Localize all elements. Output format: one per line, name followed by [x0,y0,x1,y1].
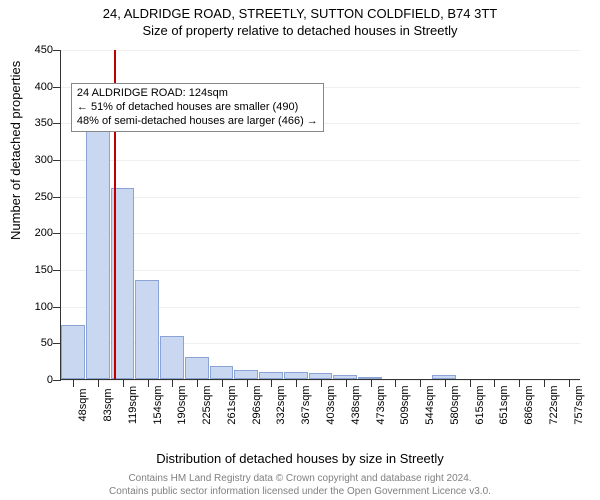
x-tick [395,379,396,387]
y-tick [53,197,61,198]
footer-attribution: Contains HM Land Registry data © Crown c… [0,473,600,498]
x-tick [321,379,322,387]
y-tick [53,270,61,271]
x-tick-label: 296sqm [251,385,263,424]
annotation-box: 24 ALDRIDGE ROAD: 124sqm← 51% of detache… [71,83,324,132]
footer-line-1: Contains HM Land Registry data © Crown c… [0,473,600,486]
x-tick-label: 403sqm [325,385,337,424]
x-tick-label: 615sqm [474,385,486,424]
histogram-bar [185,357,209,379]
x-tick [519,379,520,387]
x-tick [271,379,272,387]
x-tick-label: 154sqm [152,385,164,424]
y-tick [53,87,61,88]
y-tick [53,123,61,124]
y-tick [53,380,61,381]
footer-line-2: Contains public sector information licen… [0,486,600,499]
y-tick [53,307,61,308]
y-tick-label: 200 [19,227,53,239]
x-tick [172,379,173,387]
histogram-bar [61,325,85,379]
gridline [61,197,580,198]
annotation-line: ← 51% of detached houses are smaller (49… [77,101,318,115]
x-tick [470,379,471,387]
y-tick [53,343,61,344]
y-tick-label: 350 [19,117,53,129]
annotation-line: 48% of semi-detached houses are larger (… [77,115,318,129]
histogram-bar [259,372,283,379]
x-tick [569,379,570,387]
y-tick-label: 450 [19,44,53,56]
x-tick-label: 580sqm [449,385,461,424]
x-tick [371,379,372,387]
x-tick-label: 651sqm [498,385,510,424]
y-tick-label: 300 [19,154,53,166]
x-axis-label: Distribution of detached houses by size … [0,451,600,466]
x-tick [544,379,545,387]
x-tick [222,379,223,387]
histogram-bar [284,372,308,379]
histogram-bar [86,102,110,379]
x-tick-label: 473sqm [375,385,387,424]
x-tick-label: 722sqm [548,385,560,424]
y-tick-label: 400 [19,81,53,93]
x-tick [247,379,248,387]
plot-area: 05010015020025030035040045048sqm83sqm119… [60,50,580,380]
page-title: 24, ALDRIDGE ROAD, STREETLY, SUTTON COLD… [0,0,600,21]
y-tick [53,160,61,161]
x-tick [494,379,495,387]
x-tick [123,379,124,387]
x-tick [346,379,347,387]
x-tick [445,379,446,387]
y-tick [53,50,61,51]
x-tick [98,379,99,387]
x-tick-label: 757sqm [573,385,585,424]
y-tick-label: 250 [19,191,53,203]
y-tick-label: 50 [19,337,53,349]
page-subtitle: Size of property relative to detached ho… [0,21,600,38]
y-tick-label: 0 [19,374,53,386]
histogram-bar [135,280,159,379]
gridline [61,270,580,271]
x-tick-label: 509sqm [399,385,411,424]
histogram-bar [160,336,184,379]
x-tick-label: 544sqm [424,385,436,424]
x-tick [197,379,198,387]
x-tick-label: 367sqm [300,385,312,424]
x-tick [73,379,74,387]
x-tick-label: 83sqm [102,388,114,421]
x-tick-label: 332sqm [275,385,287,424]
x-tick-label: 261sqm [226,385,238,424]
gridline [61,233,580,234]
x-tick [420,379,421,387]
histogram-bar [234,370,258,379]
gridline [61,160,580,161]
x-tick [148,379,149,387]
x-tick-label: 686sqm [523,385,535,424]
y-tick-label: 150 [19,264,53,276]
gridline [61,50,580,51]
x-tick-label: 190sqm [176,385,188,424]
x-tick-label: 119sqm [127,386,139,424]
histogram-bar [210,366,234,379]
x-tick-label: 438sqm [350,385,362,424]
y-tick [53,233,61,234]
y-tick-label: 100 [19,301,53,313]
annotation-line: 24 ALDRIDGE ROAD: 124sqm [77,87,318,101]
chart-container: Number of detached properties 0501001502… [0,40,600,420]
x-tick [296,379,297,387]
x-tick-label: 48sqm [77,388,89,421]
x-tick-label: 225sqm [201,385,213,424]
